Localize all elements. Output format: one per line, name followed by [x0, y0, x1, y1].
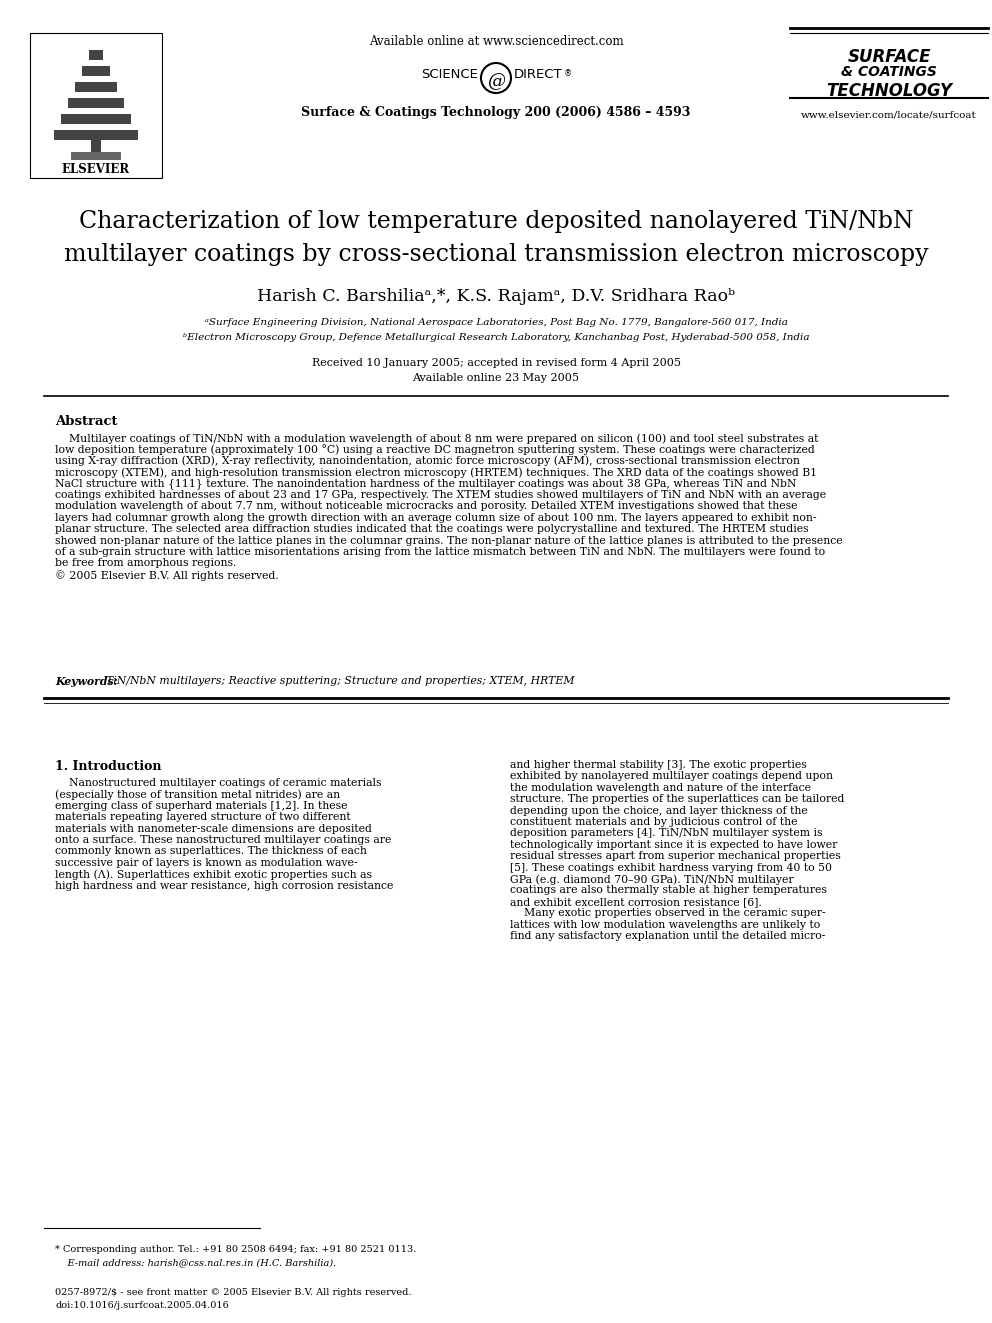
Text: be free from amorphous regions.: be free from amorphous regions.	[55, 558, 236, 569]
Text: SURFACE: SURFACE	[847, 48, 930, 66]
Text: structure. The properties of the superlattices can be tailored: structure. The properties of the superla…	[510, 794, 844, 804]
Text: Received 10 January 2005; accepted in revised form 4 April 2005: Received 10 January 2005; accepted in re…	[311, 359, 681, 368]
Text: ELSEVIER: ELSEVIER	[62, 163, 130, 176]
Text: TiN/NbN multilayers; Reactive sputtering; Structure and properties; XTEM, HRTEM: TiN/NbN multilayers; Reactive sputtering…	[106, 676, 574, 687]
Text: onto a surface. These nanostructured multilayer coatings are: onto a surface. These nanostructured mul…	[55, 835, 392, 845]
Bar	[71, 152, 121, 160]
Bar	[61, 114, 131, 124]
Text: & COATINGS: & COATINGS	[841, 65, 936, 79]
Text: length (Λ). Superlattices exhibit exotic properties such as: length (Λ). Superlattices exhibit exotic…	[55, 869, 372, 880]
Text: using X-ray diffraction (XRD), X-ray reflectivity, nanoindentation, atomic force: using X-ray diffraction (XRD), X-ray ref…	[55, 456, 800, 467]
Text: materials with nanometer-scale dimensions are deposited: materials with nanometer-scale dimension…	[55, 824, 372, 833]
Text: lattices with low modulation wavelengths are unlikely to: lattices with low modulation wavelengths…	[510, 919, 820, 930]
Text: Abstract: Abstract	[55, 415, 117, 429]
Text: layers had columnar growth along the growth direction with an average column siz: layers had columnar growth along the gro…	[55, 513, 816, 523]
Text: Keywords:: Keywords:	[55, 676, 121, 687]
Bar	[68, 98, 124, 108]
Text: 1. Introduction: 1. Introduction	[55, 759, 162, 773]
Text: Surface & Coatings Technology 200 (2006) 4586 – 4593: Surface & Coatings Technology 200 (2006)…	[302, 106, 690, 119]
Bar	[89, 50, 103, 60]
Text: ®: ®	[564, 69, 572, 78]
Text: ᵃSurface Engineering Division, National Aerospace Laboratories, Post Bag No. 177: ᵃSurface Engineering Division, National …	[204, 318, 788, 327]
Text: planar structure. The selected area diffraction studies indicated that the coati: planar structure. The selected area diff…	[55, 524, 808, 534]
Text: Available online 23 May 2005: Available online 23 May 2005	[413, 373, 579, 382]
Text: residual stresses apart from superior mechanical properties: residual stresses apart from superior me…	[510, 851, 841, 861]
Text: SCIENCE: SCIENCE	[422, 67, 478, 81]
Text: doi:10.1016/j.surfcoat.2005.04.016: doi:10.1016/j.surfcoat.2005.04.016	[55, 1301, 229, 1310]
Text: the modulation wavelength and nature of the interface: the modulation wavelength and nature of …	[510, 783, 811, 792]
Text: Available online at www.sciencedirect.com: Available online at www.sciencedirect.co…	[369, 34, 623, 48]
Text: low deposition temperature (approximately 100 °C) using a reactive DC magnetron : low deposition temperature (approximatel…	[55, 445, 814, 455]
Text: DIRECT: DIRECT	[514, 67, 562, 81]
Text: showed non-planar nature of the lattice planes in the columnar grains. The non-p: showed non-planar nature of the lattice …	[55, 536, 842, 545]
Text: www.elsevier.com/locate/surfcoat: www.elsevier.com/locate/surfcoat	[802, 110, 977, 119]
Text: ᵇElectron Microscopy Group, Defence Metallurgical Research Laboratory, Kanchanba: ᵇElectron Microscopy Group, Defence Meta…	[183, 333, 809, 343]
Text: successive pair of layers is known as modulation wave-: successive pair of layers is known as mo…	[55, 857, 357, 868]
Bar	[91, 138, 101, 155]
Text: NaCl structure with {111} texture. The nanoindentation hardness of the multilaye: NaCl structure with {111} texture. The n…	[55, 479, 797, 490]
Text: E-mail address: harish@css.nal.res.in (H.C. Barshilia).: E-mail address: harish@css.nal.res.in (H…	[55, 1258, 336, 1267]
Text: GPa (e.g. diamond 70–90 GPa). TiN/NbN multilayer: GPa (e.g. diamond 70–90 GPa). TiN/NbN mu…	[510, 875, 794, 885]
Text: and exhibit excellent corrosion resistance [6].: and exhibit excellent corrosion resistan…	[510, 897, 762, 906]
Text: modulation wavelength of about 7.7 nm, without noticeable microcracks and porosi: modulation wavelength of about 7.7 nm, w…	[55, 501, 798, 512]
Text: Characterization of low temperature deposited nanolayered TiN/NbN: Characterization of low temperature depo…	[78, 210, 914, 233]
Text: TECHNOLOGY: TECHNOLOGY	[826, 82, 952, 101]
Text: emerging class of superhard materials [1,2]. In these: emerging class of superhard materials [1…	[55, 800, 347, 811]
Text: high hardness and wear resistance, high corrosion resistance: high hardness and wear resistance, high …	[55, 881, 394, 890]
Text: coatings are also thermally stable at higher temperatures: coatings are also thermally stable at hi…	[510, 885, 827, 896]
Text: 0257-8972/$ - see front matter © 2005 Elsevier B.V. All rights reserved.: 0257-8972/$ - see front matter © 2005 El…	[55, 1289, 412, 1297]
Text: [5]. These coatings exhibit hardness varying from 40 to 50: [5]. These coatings exhibit hardness var…	[510, 863, 832, 873]
Text: coatings exhibited hardnesses of about 23 and 17 GPa, respectively. The XTEM stu: coatings exhibited hardnesses of about 2…	[55, 490, 826, 500]
Text: exhibited by nanolayered multilayer coatings depend upon: exhibited by nanolayered multilayer coat…	[510, 771, 833, 782]
Text: constituent materials and by judicious control of the: constituent materials and by judicious c…	[510, 818, 798, 827]
Text: multilayer coatings by cross-sectional transmission electron microscopy: multilayer coatings by cross-sectional t…	[63, 243, 929, 266]
Bar	[75, 82, 117, 93]
Text: Many exotic properties observed in the ceramic super-: Many exotic properties observed in the c…	[510, 908, 825, 918]
Text: commonly known as superlattices. The thickness of each: commonly known as superlattices. The thi…	[55, 847, 367, 856]
Text: depending upon the choice, and layer thickness of the: depending upon the choice, and layer thi…	[510, 806, 807, 815]
Text: Nanostructured multilayer coatings of ceramic materials: Nanostructured multilayer coatings of ce…	[55, 778, 382, 789]
Text: * Corresponding author. Tel.: +91 80 2508 6494; fax: +91 80 2521 0113.: * Corresponding author. Tel.: +91 80 250…	[55, 1245, 417, 1254]
Text: Harish C. Barshiliaᵃ,*, K.S. Rajamᵃ, D.V. Sridhara Raoᵇ: Harish C. Barshiliaᵃ,*, K.S. Rajamᵃ, D.V…	[257, 288, 735, 306]
Text: @: @	[487, 73, 505, 91]
Text: technologically important since it is expected to have lower: technologically important since it is ex…	[510, 840, 837, 849]
Text: © 2005 Elsevier B.V. All rights reserved.: © 2005 Elsevier B.V. All rights reserved…	[55, 570, 279, 581]
Bar	[30, 33, 162, 179]
Text: find any satisfactory explanation until the detailed micro-: find any satisfactory explanation until …	[510, 931, 825, 941]
Text: materials repeating layered structure of two different: materials repeating layered structure of…	[55, 812, 350, 822]
Text: microscopy (XTEM), and high-resolution transmission electron microscopy (HRTEM) : microscopy (XTEM), and high-resolution t…	[55, 467, 817, 478]
Bar	[82, 66, 110, 75]
Text: Multilayer coatings of TiN/NbN with a modulation wavelength of about 8 nm were p: Multilayer coatings of TiN/NbN with a mo…	[55, 433, 818, 443]
Text: deposition parameters [4]. TiN/NbN multilayer system is: deposition parameters [4]. TiN/NbN multi…	[510, 828, 822, 839]
Text: (especially those of transition metal nitrides) are an: (especially those of transition metal ni…	[55, 790, 340, 800]
Text: of a sub-grain structure with lattice misorientations arising from the lattice m: of a sub-grain structure with lattice mi…	[55, 546, 825, 557]
Text: and higher thermal stability [3]. The exotic properties: and higher thermal stability [3]. The ex…	[510, 759, 806, 770]
Bar	[54, 130, 138, 140]
